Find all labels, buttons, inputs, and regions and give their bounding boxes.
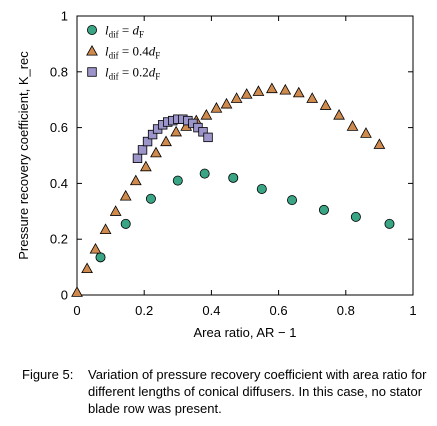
y-tick-label: 0.2 — [50, 232, 68, 247]
legend-marker-square — [87, 67, 97, 77]
data-point-triangle — [252, 85, 265, 96]
data-point-triangle — [210, 102, 223, 113]
data-point-circle — [145, 193, 156, 204]
y-tick-label: 0.8 — [50, 64, 68, 79]
series-triangle — [71, 82, 386, 297]
caption-label: Figure 5: — [22, 367, 74, 382]
data-point-triangle — [140, 160, 152, 172]
data-point-triangle — [346, 120, 359, 131]
series-square — [132, 114, 213, 163]
y-tick-label: 1 — [61, 9, 68, 24]
legend-label: ldif = 0.4dF — [105, 44, 160, 61]
data-point-triangle — [170, 125, 182, 137]
y-axis-title: Pressure recovery coefficient, K_rec — [16, 51, 31, 260]
legend-label: ldif = 0.2dF — [105, 65, 160, 82]
data-point-triangle — [306, 92, 319, 103]
caption-text: Variation of pressure recovery coefficie… — [88, 367, 427, 416]
x-axis-title: Area ratio, AR − 1 — [194, 325, 297, 340]
x-tick-label: 0.6 — [270, 303, 288, 318]
data-point-circle — [350, 211, 361, 222]
legend-marker-triangle — [86, 44, 98, 56]
legend-label: ldif = dF — [105, 23, 144, 40]
y-tick-label: 0.4 — [50, 176, 68, 191]
data-point-triangle — [230, 92, 243, 103]
data-point-triangle — [266, 82, 278, 94]
data-point-square — [132, 153, 143, 163]
data-point-square — [142, 136, 153, 147]
data-point-circle — [199, 168, 210, 179]
data-point-triangle — [160, 135, 172, 147]
y-axis: 0 0.2 0.4 0.6 0.8 1 — [50, 9, 413, 303]
data-point-triangle — [81, 262, 93, 274]
chart: 0 0.2 0.4 0.6 0.8 1 00.20.40.60.81 ldif = dFl… — [16, 9, 417, 341]
data-point-triangle — [292, 86, 305, 98]
data-point-triangle — [220, 97, 233, 109]
data-point-triangle — [109, 205, 122, 216]
x-tick-label: 1 — [409, 303, 416, 318]
data-point-triangle — [119, 189, 132, 201]
data-point-square — [137, 145, 148, 155]
x-axis: 0 0.2 0.4 0.6 0.8 1 — [73, 16, 417, 318]
data-point-triangle — [89, 242, 102, 254]
data-point-circle — [120, 218, 131, 229]
data-markers — [71, 82, 395, 297]
legend-entry: ldif = 0.2dF — [87, 65, 160, 82]
data-point-circle — [384, 218, 395, 229]
legend-entry: ldif = dF — [87, 23, 144, 40]
data-point-triangle — [200, 109, 213, 120]
legend-marker-circle — [87, 24, 98, 35]
data-point-circle — [318, 204, 329, 215]
data-point-triangle — [360, 127, 372, 138]
x-tick-label: 0.8 — [337, 303, 355, 318]
data-point-circle — [228, 172, 239, 183]
data-point-triangle — [373, 138, 386, 149]
data-point-triangle — [279, 83, 292, 95]
legend-entry: ldif = 0.4dF — [86, 44, 160, 61]
plot-frame — [76, 15, 414, 296]
data-point-circle — [287, 195, 298, 206]
data-point-square — [147, 129, 158, 140]
data-point-circle — [172, 175, 183, 186]
data-point-circle — [256, 183, 267, 194]
data-point-triangle — [129, 174, 142, 186]
x-tick-label: 0 — [73, 303, 80, 318]
plot-area — [76, 15, 414, 296]
legend: ldif = dF ldif = 0.4dF ldif = 0.2dF — [86, 23, 160, 82]
data-point-circle — [95, 252, 106, 263]
series-circle — [95, 168, 395, 263]
x-tick-label: 0.4 — [202, 303, 220, 318]
x-tick-label: 0.2 — [135, 303, 153, 318]
data-point-triangle — [240, 88, 253, 99]
data-point-triangle — [333, 109, 345, 120]
data-point-triangle — [150, 146, 162, 158]
data-point-square — [198, 127, 208, 137]
y-tick-label: 0.6 — [50, 120, 68, 135]
data-point-triangle — [71, 286, 83, 297]
data-point-triangle — [99, 223, 112, 234]
y-tick-label: 0 — [61, 288, 68, 303]
data-point-triangle — [319, 99, 332, 110]
data-point-square — [203, 132, 213, 143]
